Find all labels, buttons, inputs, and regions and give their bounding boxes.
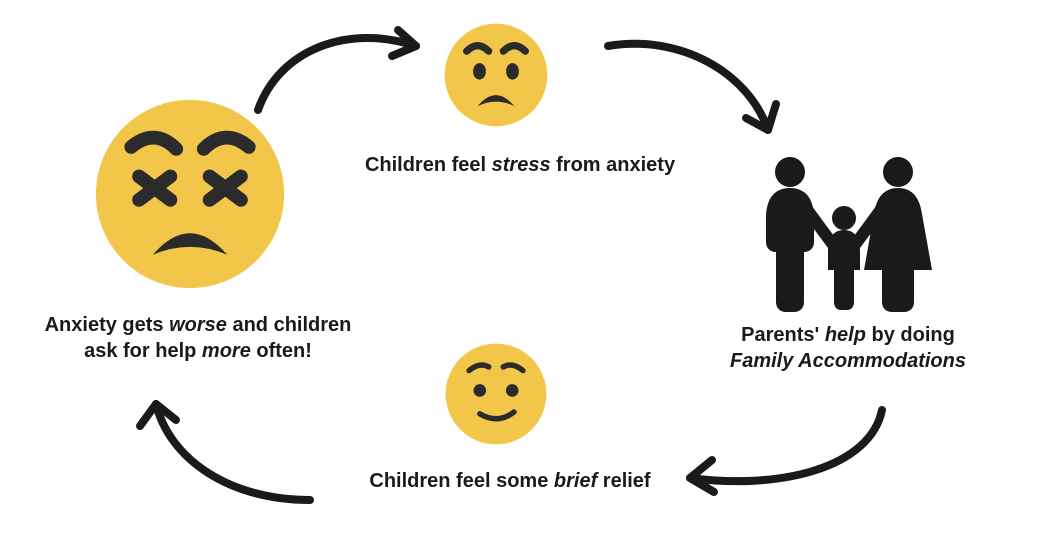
caption-bottom: Children feel some brief relief (340, 468, 680, 494)
caption-top-text: Children feel stress from anxiety (365, 154, 675, 176)
caption-bottom-text: Children feel some brief relief (369, 470, 650, 492)
caption-right-text: Parents' help by doing Family Accommodat… (730, 324, 966, 372)
caption-right: Parents' help by doing Family Accommodat… (728, 322, 968, 374)
arrow-bottom-to-left (130, 380, 330, 520)
persevering-emoji-icon (92, 96, 288, 292)
slight-smile-emoji-icon (442, 340, 550, 448)
caption-left: Anxiety gets worse and children ask for … (42, 312, 354, 364)
anxiety-cycle-diagram: Children feel stress from anxiety Parent… (0, 0, 1042, 546)
arrow-right-to-bottom (660, 398, 900, 508)
caption-top: Children feel stress from anxiety (350, 152, 690, 178)
family-icon (744, 152, 944, 312)
caption-left-text: Anxiety gets worse and children ask for … (45, 314, 352, 362)
worried-emoji-icon (441, 20, 551, 130)
arrow-top-to-right (590, 24, 790, 154)
